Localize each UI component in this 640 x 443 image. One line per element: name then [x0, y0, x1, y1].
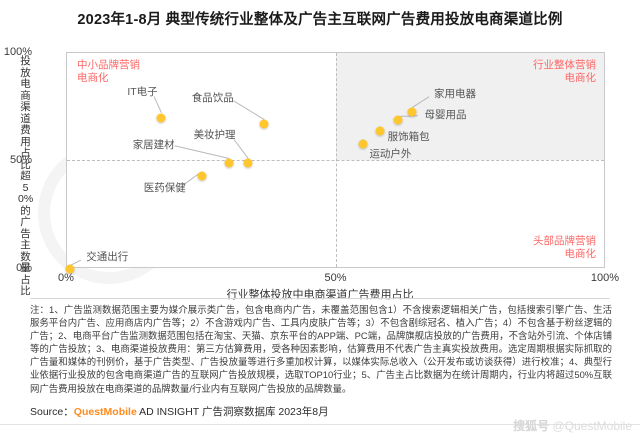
data-point — [259, 119, 269, 129]
page-title: 2023年1-8月 典型传统行业整体及广告主互联网广告费用投放电商渠道比例 — [77, 12, 563, 28]
x-tick-0: 0% — [58, 272, 74, 284]
data-point-label: IT电子 — [127, 85, 158, 98]
quadrant-caption-bottom-right: 头部品牌营销 电商化 — [533, 235, 596, 261]
gridline-vertical-50 — [335, 53, 337, 267]
y-tick-50: 50% — [9, 154, 32, 166]
data-point-label: 运动户外 — [369, 147, 412, 160]
quadrant-caption-top-left: 中小品牌营销 电商化 — [77, 59, 140, 85]
data-point — [224, 158, 234, 168]
source-suffix: AD INSIGHT 广告洞察数据库 2023年8月 — [136, 406, 329, 418]
data-point-label: 食品饮品 — [191, 92, 234, 105]
quadrant-caption-top-right-line1: 行业整体营销 — [533, 59, 596, 71]
quadrant-shade — [335, 53, 604, 160]
source-brand: QuestMobile — [73, 406, 137, 418]
data-point — [156, 113, 166, 123]
data-point — [375, 126, 385, 136]
source-line: Source：QuestMobile AD INSIGHT 广告洞察数据库 20… — [30, 404, 329, 419]
data-point-label: 母婴用品 — [424, 109, 467, 122]
leader-line — [232, 100, 265, 120]
quadrant-caption-bottom-right-line2: 电商化 — [564, 248, 597, 260]
data-point-label: 家居建材 — [132, 139, 175, 152]
x-tick-50: 50% — [324, 272, 347, 284]
data-point — [243, 158, 253, 168]
data-point — [393, 115, 403, 125]
x-tick-100: 100% — [590, 272, 620, 284]
footnote-text: 注：1、广告监测数据范围主要为媒介展示类广告，包含电商内广告，未覆盖范围包含1）… — [30, 304, 612, 394]
x-axis-title: 行业整体投放中电商渠道广告费用占比 — [226, 289, 414, 301]
quadrant-caption-top-left-line2: 电商化 — [77, 72, 109, 84]
quadrant-caption-top-left-line1: 中小品牌营销 — [77, 59, 140, 71]
data-point — [407, 107, 417, 116]
scatter-plot-area: 中小品牌营销 电商化 行业整体营销 电商化 头部品牌营销 电商化 交通出行 IT电… — [65, 52, 605, 274]
leader-line — [153, 96, 163, 114]
y-tick-0: 0% — [16, 262, 32, 274]
quadrant-caption-top-right-line2: 电商化 — [564, 72, 597, 84]
y-axis-title: 投放电商渠道费用占比超50%的广告主数量占比 — [18, 55, 34, 297]
corner-watermark-brand: 搜狐号 — [513, 419, 550, 433]
quadrant-caption-bottom-right-line1: 头部品牌营销 — [533, 235, 596, 247]
data-point-label: 家用电器 — [433, 87, 476, 100]
corner-watermark: 搜狐号 @QuestMobile — [513, 417, 632, 434]
data-point — [197, 171, 207, 181]
data-point — [65, 264, 75, 274]
data-point-label: 美妆护理 — [193, 129, 236, 142]
y-tick-100: 100% — [3, 46, 32, 58]
footnote-divider — [30, 298, 610, 299]
data-point-label: 服饰箱包 — [387, 130, 430, 143]
bottom-divider — [0, 424, 640, 425]
chart-container: 投放电商渠道费用占比超50%的广告主数量占比 100% 50% 0% 0% 50… — [0, 44, 640, 301]
corner-watermark-handle: @QuestMobile — [552, 419, 632, 433]
data-point-label: 医药保健 — [143, 182, 186, 195]
data-point — [358, 139, 368, 149]
leader-line — [174, 145, 229, 159]
quadrant-caption-top-right: 行业整体营销 电商化 — [533, 59, 596, 85]
source-prefix: Source： — [30, 406, 74, 418]
data-point-label: 交通出行 — [86, 251, 129, 264]
